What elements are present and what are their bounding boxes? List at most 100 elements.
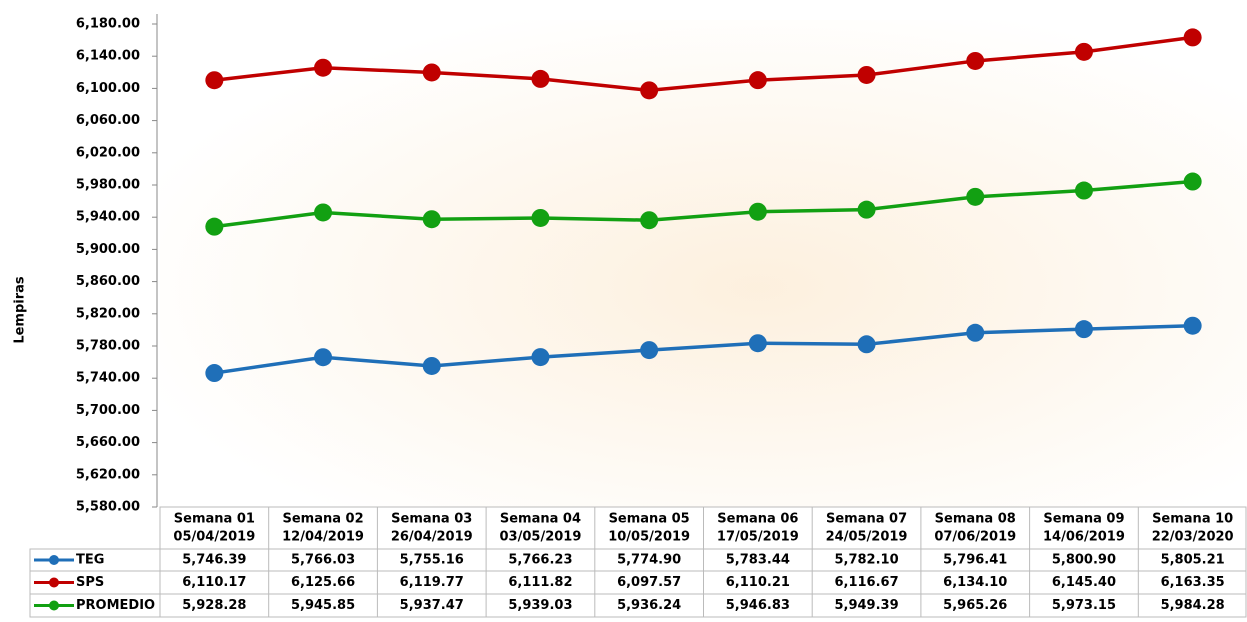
legend-marker bbox=[49, 601, 59, 611]
table-value: 5,805.21 bbox=[1161, 553, 1225, 568]
table-value: 5,937.47 bbox=[400, 598, 464, 613]
x-tick-label: Semana 09 bbox=[1043, 512, 1124, 527]
table-value: 5,766.03 bbox=[291, 553, 355, 568]
point bbox=[205, 364, 223, 382]
table-value: 5,796.41 bbox=[943, 553, 1007, 568]
point bbox=[205, 218, 223, 236]
table-value: 5,774.90 bbox=[617, 553, 681, 568]
table-value: 6,125.66 bbox=[291, 575, 355, 590]
table-value: 5,783.44 bbox=[726, 553, 790, 568]
table-value: 5,945.85 bbox=[291, 598, 355, 613]
point bbox=[423, 357, 441, 375]
table-value: 6,163.35 bbox=[1161, 575, 1225, 590]
point bbox=[531, 209, 549, 227]
point bbox=[423, 210, 441, 228]
point bbox=[1075, 43, 1093, 61]
table-value: 5,973.15 bbox=[1052, 598, 1116, 613]
table-value: 5,936.24 bbox=[617, 598, 681, 613]
point bbox=[749, 334, 767, 352]
y-tick-label: 5,900.00 bbox=[76, 242, 140, 257]
table-value: 6,110.21 bbox=[726, 575, 790, 590]
table-value: 5,766.23 bbox=[508, 553, 572, 568]
legend-marker bbox=[49, 555, 59, 565]
table-value: 6,119.77 bbox=[400, 575, 464, 590]
x-tick-label: Semana 01 bbox=[174, 512, 255, 527]
point bbox=[749, 71, 767, 89]
point bbox=[858, 201, 876, 219]
table-value: 5,965.26 bbox=[943, 598, 1007, 613]
y-tick-label: 6,020.00 bbox=[76, 145, 140, 160]
table-value: 6,134.10 bbox=[943, 575, 1007, 590]
background bbox=[160, 20, 1247, 507]
table-value: 5,946.83 bbox=[726, 598, 790, 613]
x-tick-label: Semana 10 bbox=[1152, 512, 1233, 527]
y-tick-label: 6,060.00 bbox=[76, 113, 140, 128]
y-tick-label: 5,660.00 bbox=[76, 435, 140, 450]
point bbox=[314, 348, 332, 366]
legend-label: PROMEDIO bbox=[76, 598, 155, 613]
point bbox=[314, 203, 332, 221]
y-tick-label: 5,700.00 bbox=[76, 403, 140, 418]
table-value: 5,928.28 bbox=[182, 598, 246, 613]
y-tick-label: 6,180.00 bbox=[76, 17, 140, 32]
point bbox=[531, 70, 549, 88]
x-tick-label: 07/06/2019 bbox=[934, 530, 1016, 545]
y-tick-label: 5,820.00 bbox=[76, 306, 140, 321]
y-tick-label: 5,980.00 bbox=[76, 178, 140, 193]
x-tick-label: 14/06/2019 bbox=[1043, 530, 1125, 545]
table-value: 6,097.57 bbox=[617, 575, 681, 590]
x-tick-label: 24/05/2019 bbox=[826, 530, 908, 545]
point bbox=[966, 324, 984, 342]
point bbox=[1184, 173, 1202, 191]
y-tick-label: 5,620.00 bbox=[76, 467, 140, 482]
y-tick-label: 5,940.00 bbox=[76, 210, 140, 225]
y-axis-label: Lempiras bbox=[13, 276, 28, 344]
x-tick-label: Semana 07 bbox=[826, 512, 907, 527]
y-tick-label: 6,100.00 bbox=[76, 81, 140, 96]
point bbox=[749, 203, 767, 221]
x-tick-label: 17/05/2019 bbox=[717, 530, 799, 545]
table-value: 6,145.40 bbox=[1052, 575, 1116, 590]
x-tick-label: 03/05/2019 bbox=[500, 530, 582, 545]
x-tick-label: Semana 03 bbox=[391, 512, 472, 527]
table-value: 5,782.10 bbox=[834, 553, 898, 568]
point bbox=[531, 348, 549, 366]
x-tick-label: Semana 05 bbox=[609, 512, 690, 527]
legend-label: TEG bbox=[76, 553, 104, 568]
table-value: 6,116.67 bbox=[834, 575, 898, 590]
point bbox=[640, 211, 658, 229]
point bbox=[423, 63, 441, 81]
point bbox=[314, 59, 332, 77]
legend-marker bbox=[49, 578, 59, 588]
point bbox=[858, 335, 876, 353]
point bbox=[966, 52, 984, 70]
x-tick-label: Semana 08 bbox=[935, 512, 1016, 527]
point bbox=[966, 188, 984, 206]
legend-label: SPS bbox=[76, 575, 104, 590]
point bbox=[1184, 317, 1202, 335]
table-value: 6,111.82 bbox=[508, 575, 572, 590]
table-value: 5,800.90 bbox=[1052, 553, 1116, 568]
point bbox=[1184, 28, 1202, 46]
y-tick-label: 5,580.00 bbox=[76, 500, 140, 515]
x-tick-label: 12/04/2019 bbox=[282, 530, 364, 545]
y-tick-label: 5,860.00 bbox=[76, 274, 140, 289]
point bbox=[640, 81, 658, 99]
x-tick-label: Semana 02 bbox=[282, 512, 363, 527]
point bbox=[1075, 320, 1093, 338]
x-tick-label: Semana 04 bbox=[500, 512, 581, 527]
y-tick-label: 5,780.00 bbox=[76, 339, 140, 354]
table-value: 5,984.28 bbox=[1161, 598, 1225, 613]
point bbox=[205, 71, 223, 89]
chart: Lempiras 5,580.00 5,620.00 5,660.00 5,700.0… bbox=[0, 0, 1247, 618]
x-tick-label: 05/04/2019 bbox=[173, 530, 255, 545]
table-value: 6,110.17 bbox=[182, 575, 246, 590]
table-value: 5,746.39 bbox=[182, 553, 246, 568]
x-tick-label: 26/04/2019 bbox=[391, 530, 473, 545]
x-tick-label: Semana 06 bbox=[717, 512, 798, 527]
table-value: 5,939.03 bbox=[508, 598, 572, 613]
point bbox=[858, 66, 876, 84]
x-tick-label: 10/05/2019 bbox=[608, 530, 690, 545]
point bbox=[640, 341, 658, 359]
point bbox=[1075, 182, 1093, 200]
